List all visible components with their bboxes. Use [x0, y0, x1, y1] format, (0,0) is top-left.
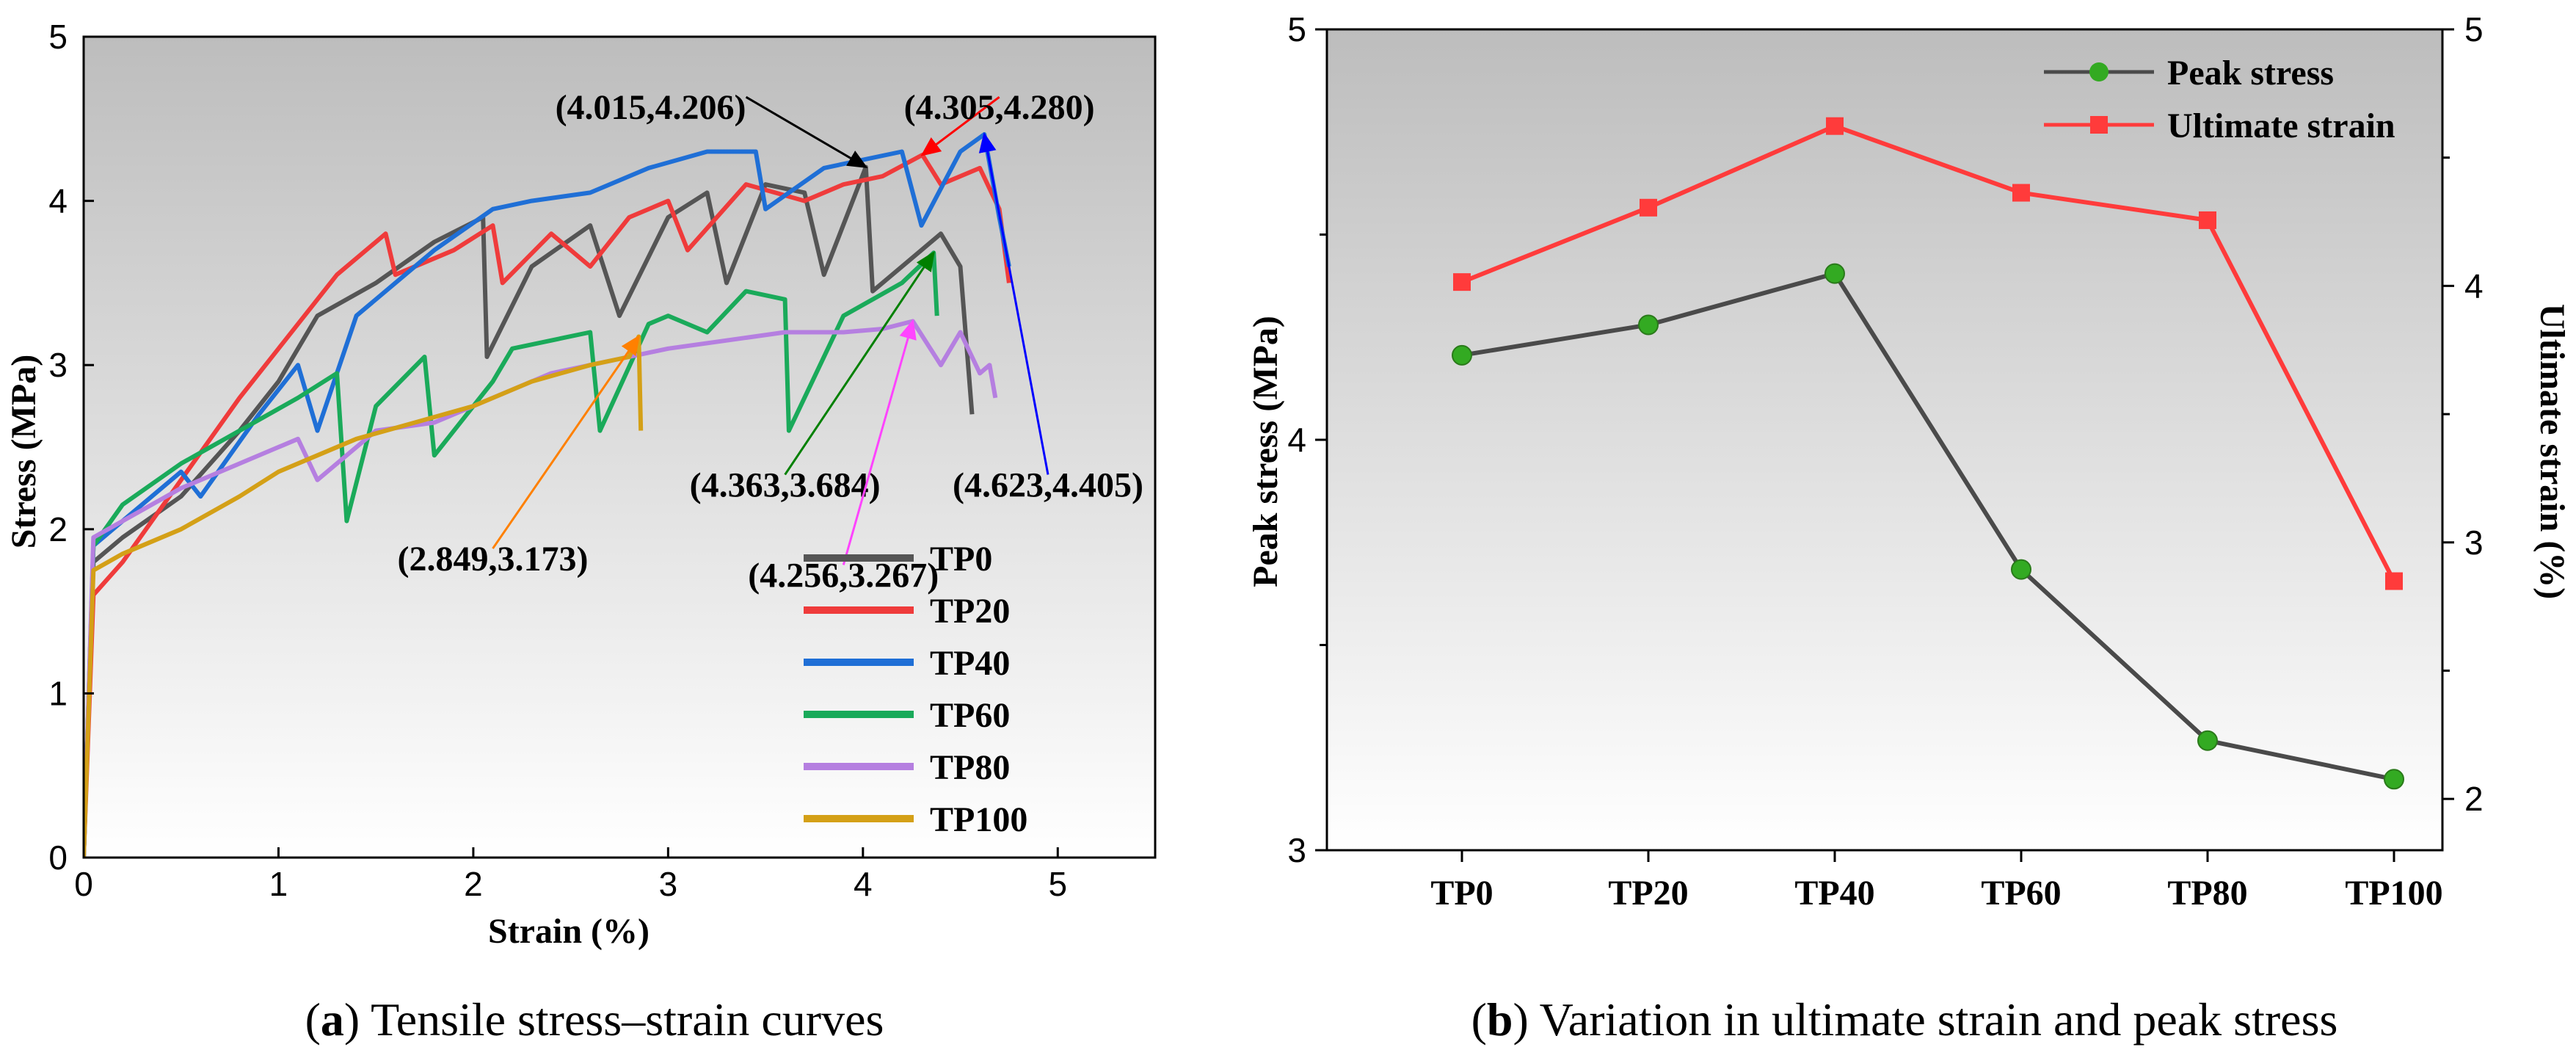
data-point-peak-stress [2197, 730, 2218, 751]
panel-a-x-tick-label: 5 [1048, 865, 1067, 903]
panel-a-caption-open: ( [305, 993, 321, 1046]
legend-label-tp0: TP0 [930, 540, 992, 579]
panel-b: TP0 TP20 TP40 TP60 TP80 TP100 3 4 5 2 3 4 5 Peak s… [1246, 10, 2572, 1046]
annotation-arrow [920, 95, 1000, 156]
panel-a-x-ticks: 0 1 2 3 4 5 [74, 847, 1067, 903]
panel-b-legend: Peak stress Ultimate strain [2044, 54, 2395, 145]
series-line-tp100 [84, 334, 644, 858]
panel-a-y-tick-label: 0 [48, 838, 68, 877]
data-point-peak-stress [2011, 559, 2031, 580]
annotation-label: (4.305,4.280) [904, 88, 1095, 127]
data-point-ultimate-strain [1640, 198, 1657, 217]
panel-b-left-y-tick-label: 4 [1287, 421, 1306, 459]
panel-a-y-ticks: 0 1 2 3 4 5 [48, 18, 94, 877]
legend-label-tp80: TP80 [930, 748, 1010, 787]
panel-b-x-tick-label: TP60 [1981, 874, 2061, 913]
panel-b-x-tick-label: TP20 [1608, 874, 1688, 913]
panel-b-right-y-tick-label: 4 [2464, 267, 2484, 305]
legend-marker-peak-stress [2089, 62, 2109, 81]
panel-a-y-tick-label: 1 [48, 674, 68, 712]
panel-b-x-tick-label: TP0 [1430, 874, 1493, 913]
panel-b-right-y-ticks: 2 3 4 5 [2442, 10, 2484, 818]
data-point-ultimate-strain [2385, 572, 2403, 590]
panel-b-left-y-tick-label: 3 [1287, 831, 1306, 869]
panel-a-legend: TP0 TP20 TP40 TP60 TP80 TP100 [804, 540, 1027, 839]
panel-b-left-y-ticks: 3 4 5 [1287, 10, 1327, 869]
series-line-tp60 [84, 250, 939, 858]
series-line-tp20 [84, 153, 1011, 858]
panel-b-right-y-tick-label: 2 [2464, 780, 2484, 818]
legend-label-peak-stress: Peak stress [2167, 54, 2334, 93]
panel-a-caption: (a) Tensile stress–strain curves [305, 993, 884, 1046]
legend-label-ultimate-strain: Ultimate strain [2167, 106, 2395, 145]
data-point-peak-stress [1638, 314, 1659, 336]
panel-b-x-tick-label: TP100 [2345, 874, 2442, 913]
panel-a-plot-area [84, 37, 1155, 858]
panel-b-series-group [1452, 117, 2404, 790]
legend-label-tp40: TP40 [930, 644, 1010, 683]
panel-b-right-y-tick-label: 3 [2464, 523, 2484, 562]
panel-a: (4.015,4.206) (4.305,4.280) (4.363,3.684) (… [4, 18, 1157, 1046]
panel-b-caption-open: ( [1471, 993, 1487, 1046]
annotation-label: (4.256,3.267) [748, 556, 939, 595]
panel-b-right-y-tick-label: 5 [2464, 10, 2484, 48]
panel-a-y-tick-label: 5 [48, 18, 68, 56]
panel-a-annotations: (4.015,4.206) (4.305,4.280) (4.363,3.684) (… [397, 88, 1143, 595]
legend-label-tp20: TP20 [930, 592, 1010, 631]
panel-b-plot-area [1327, 29, 2442, 850]
annotation-arrow [745, 95, 868, 169]
panel-b-x-tick-label: TP80 [2167, 874, 2247, 913]
panel-a-caption-close: ) [344, 993, 360, 1046]
annotation-label: (4.015,4.206) [556, 88, 746, 127]
legend-label-tp100: TP100 [930, 800, 1027, 839]
data-point-ultimate-strain [1826, 117, 1844, 135]
panel-a-y-tick-label: 3 [48, 346, 68, 384]
data-point-ultimate-strain [1453, 273, 1471, 291]
panel-b-x-tick-label: TP40 [1794, 874, 1874, 913]
panel-a-x-tick-label: 3 [659, 865, 678, 903]
panel-a-x-tick-label: 2 [464, 865, 483, 903]
panel-a-y-axis-title: Stress (MPa) [4, 355, 43, 548]
series-line-ultimate-strain [1460, 123, 2396, 582]
annotation-arrow [842, 319, 917, 565]
panel-b-left-y-axis-title: Peak stress (MPa) [1246, 316, 1285, 587]
data-point-ultimate-strain [2199, 211, 2216, 229]
panel-b-left-y-tick-label: 5 [1287, 10, 1306, 48]
panel-a-x-axis-title: Strain (%) [488, 912, 650, 951]
panel-b-caption-text: Variation in ultimate strain and peak st… [1529, 993, 2338, 1046]
panel-a-caption-letter: a [321, 993, 344, 1046]
series-line-peak-stress [1461, 271, 2395, 782]
panel-a-y-tick-label: 4 [48, 182, 68, 220]
annotation-label: (2.849,3.173) [397, 540, 588, 579]
data-point-peak-stress [2384, 769, 2404, 790]
legend-marker-ultimate-strain [2090, 116, 2108, 134]
panel-a-frame [82, 35, 1157, 859]
panel-a-x-tick-label: 4 [854, 865, 873, 903]
annotation-arrow [492, 335, 640, 549]
annotation-label: (4.623,4.405) [953, 465, 1143, 504]
panel-a-x-tick-label: 0 [74, 865, 93, 903]
panel-b-right-y-axis-title: Ultimate strain (%) [2533, 304, 2572, 600]
series-line-tp0 [84, 164, 975, 858]
panel-b-caption-close: ) [1513, 993, 1529, 1046]
annotation-arrow [784, 250, 935, 476]
panel-a-x-tick-label: 1 [269, 865, 288, 903]
panel-b-caption: (b) Variation in ultimate strain and pea… [1471, 993, 2338, 1046]
annotation-label: (4.363,3.684) [690, 465, 881, 504]
series-line-tp40 [84, 132, 1011, 858]
data-point-peak-stress [1452, 344, 1472, 366]
panel-a-caption-text: Tensile stress–strain curves [360, 993, 884, 1046]
panel-b-caption-letter: b [1487, 993, 1513, 1046]
panel-a-y-tick-label: 2 [48, 510, 68, 548]
data-point-ultimate-strain [2012, 184, 2030, 202]
annotation-arrow [978, 132, 1049, 475]
panel-b-x-ticks: TP0 TP20 TP40 TP60 TP80 TP100 [1430, 850, 2443, 913]
data-point-peak-stress [1824, 263, 1845, 284]
legend-label-tp60: TP60 [930, 696, 1010, 735]
panel-a-series-group [84, 132, 1011, 858]
